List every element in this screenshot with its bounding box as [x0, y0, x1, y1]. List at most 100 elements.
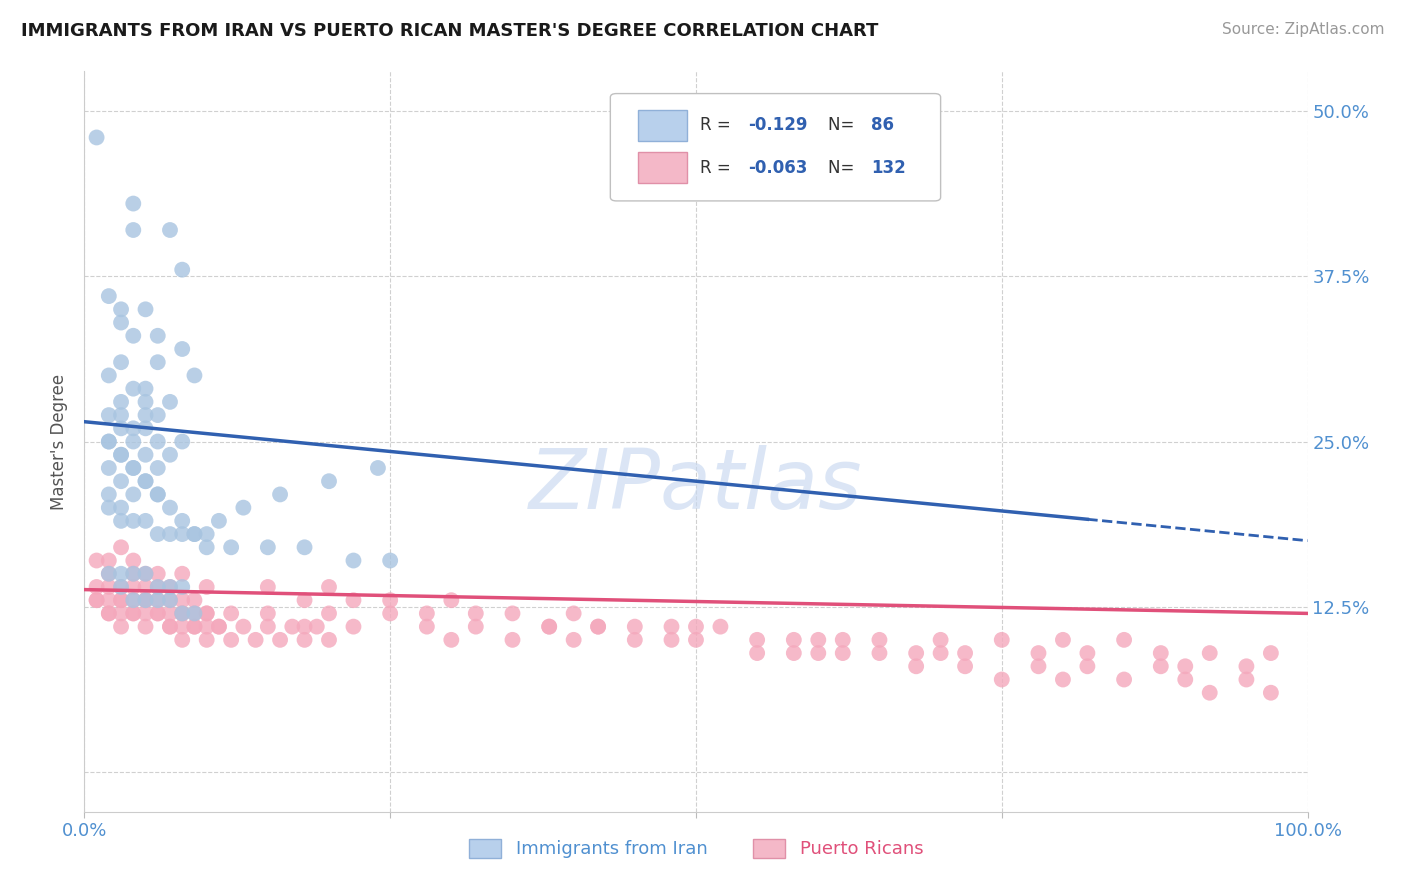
Point: [135, 408, 157, 422]
Point: [195, 580, 218, 594]
Point: [159, 620, 181, 634]
Point: [122, 607, 145, 621]
Point: [159, 580, 181, 594]
Point: [953, 659, 976, 673]
Point: [97, 607, 120, 621]
Point: [86, 593, 108, 607]
Point: [135, 620, 157, 634]
Point: [97, 607, 120, 621]
Point: [172, 580, 194, 594]
Legend: Immigrants from Iran, Puerto Ricans: Immigrants from Iran, Puerto Ricans: [461, 832, 931, 865]
Point: [380, 607, 402, 621]
Point: [122, 566, 145, 581]
Point: [135, 474, 157, 488]
Point: [709, 620, 731, 634]
Point: [172, 593, 194, 607]
Point: [172, 262, 194, 277]
Point: [159, 395, 181, 409]
Point: [219, 632, 242, 647]
Point: [807, 646, 830, 660]
Point: [122, 566, 145, 581]
Text: N=: N=: [828, 117, 859, 135]
Point: [281, 620, 304, 634]
Point: [183, 620, 205, 634]
Point: [219, 541, 242, 555]
Point: [172, 607, 194, 621]
Point: [135, 382, 157, 396]
Point: [172, 566, 194, 581]
Point: [146, 607, 169, 621]
Point: [110, 421, 132, 435]
Text: R =: R =: [700, 117, 735, 135]
Point: [86, 580, 108, 594]
Point: [97, 434, 120, 449]
Point: [159, 500, 181, 515]
Text: R =: R =: [700, 159, 735, 177]
Point: [146, 580, 169, 594]
Text: IMMIGRANTS FROM IRAN VS PUERTO RICAN MASTER'S DEGREE CORRELATION CHART: IMMIGRANTS FROM IRAN VS PUERTO RICAN MAS…: [21, 22, 879, 40]
Point: [122, 593, 145, 607]
Point: [122, 593, 145, 607]
Point: [1174, 673, 1197, 687]
Point: [1198, 686, 1220, 700]
Point: [110, 514, 132, 528]
Point: [183, 593, 205, 607]
Point: [135, 580, 157, 594]
Point: [624, 620, 647, 634]
Point: [257, 607, 280, 621]
Point: [97, 434, 120, 449]
Point: [342, 620, 364, 634]
Point: [110, 580, 132, 594]
Point: [1174, 659, 1197, 673]
Point: [146, 593, 169, 607]
Text: Source: ZipAtlas.com: Source: ZipAtlas.com: [1222, 22, 1385, 37]
Point: [905, 659, 928, 673]
Point: [294, 632, 316, 647]
Point: [110, 302, 132, 317]
Point: [146, 461, 169, 475]
Text: N=: N=: [828, 159, 859, 177]
Point: [135, 302, 157, 317]
Point: [869, 632, 891, 647]
Point: [159, 607, 181, 621]
Point: [807, 632, 830, 647]
Point: [257, 620, 280, 634]
Text: -0.063: -0.063: [748, 159, 808, 177]
Point: [905, 646, 928, 660]
Point: [464, 607, 486, 621]
Point: [1236, 673, 1258, 687]
Point: [1076, 646, 1098, 660]
Point: [146, 566, 169, 581]
Point: [135, 566, 157, 581]
Point: [318, 632, 340, 647]
Point: [135, 421, 157, 435]
Point: [869, 646, 891, 660]
FancyBboxPatch shape: [610, 94, 941, 201]
Point: [146, 580, 169, 594]
Point: [783, 646, 806, 660]
Point: [172, 434, 194, 449]
Point: [159, 593, 181, 607]
Point: [97, 580, 120, 594]
Point: [1198, 646, 1220, 660]
Point: [318, 474, 340, 488]
Point: [135, 395, 157, 409]
Point: [1028, 646, 1050, 660]
Point: [135, 593, 157, 607]
Point: [146, 593, 169, 607]
Point: [110, 448, 132, 462]
Point: [1114, 632, 1136, 647]
Point: [624, 632, 647, 647]
Point: [195, 607, 218, 621]
Point: [122, 196, 145, 211]
Point: [122, 553, 145, 567]
Point: [146, 487, 169, 501]
Point: [159, 448, 181, 462]
Point: [135, 474, 157, 488]
Point: [110, 395, 132, 409]
Point: [172, 632, 194, 647]
Point: [586, 620, 609, 634]
Point: [146, 355, 169, 369]
Point: [294, 541, 316, 555]
Point: [685, 632, 707, 647]
